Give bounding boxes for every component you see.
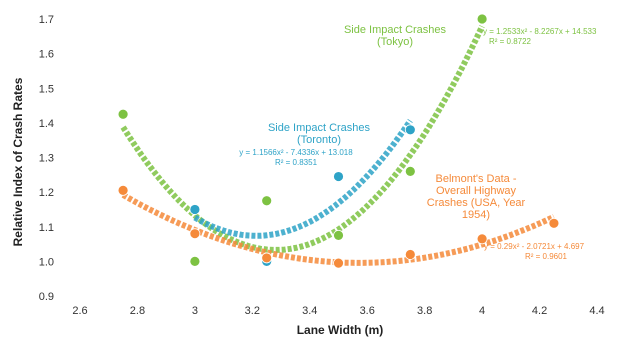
toronto-trend-line bbox=[193, 118, 413, 239]
x-tick-label: 3.2 bbox=[245, 305, 260, 317]
tokyo-data-point bbox=[117, 108, 129, 120]
belmont-series-label: 1954) bbox=[462, 209, 490, 221]
toronto-trend-equation: y = 1.1566x² - 7.4336x + 13.018 bbox=[239, 148, 353, 157]
belmont-series-label: Crashes (USA, Year bbox=[427, 197, 526, 209]
x-tick-label: 2.8 bbox=[130, 305, 145, 317]
belmont-series-label: Overall Highway bbox=[436, 185, 517, 197]
belmont-data-point bbox=[404, 249, 416, 260]
toronto-r-squared: R² = 0.8351 bbox=[275, 158, 318, 167]
y-tick-label: 1.7 bbox=[39, 14, 54, 26]
y-axis-title: Relative Index of Crash Rates bbox=[11, 77, 25, 246]
toronto-data-point bbox=[404, 124, 416, 136]
x-tick-label: 2.6 bbox=[72, 305, 87, 317]
tokyo-trend-line bbox=[120, 25, 485, 253]
y-tick-label: 0.9 bbox=[39, 291, 54, 303]
tokyo-data-point bbox=[404, 165, 416, 177]
x-tick-label: 4.4 bbox=[589, 305, 604, 317]
y-tick-label: 1.4 bbox=[39, 118, 54, 130]
y-tick-label: 1.1 bbox=[39, 222, 54, 234]
x-axis-ticks: 2.6 2.8 3 3.2 3.4 3.6 3.8 4 4.2 4.4 bbox=[72, 305, 604, 317]
x-tick-label: 4 bbox=[479, 305, 485, 317]
tokyo-r-squared: R² = 0.8722 bbox=[489, 37, 532, 46]
y-tick-label: 1.3 bbox=[39, 153, 54, 165]
belmont-trend-equation: y = 0.29x² - 2.0721x + 4.697 bbox=[484, 242, 585, 251]
belmont-data-point bbox=[261, 252, 273, 264]
tokyo-data-point bbox=[261, 195, 273, 207]
belmont-data-point bbox=[189, 228, 201, 240]
y-tick-label: 1.0 bbox=[39, 256, 54, 268]
y-tick-label: 1.5 bbox=[39, 83, 54, 95]
x-axis-title: Lane Width (m) bbox=[297, 323, 384, 337]
series-annotations: Side Impact Crashes(Tokyo)y = 1.2533x² -… bbox=[239, 24, 597, 261]
x-tick-label: 3.6 bbox=[360, 305, 375, 317]
belmont-data-point bbox=[117, 184, 129, 196]
belmont-r-squared: R² = 0.9601 bbox=[525, 252, 568, 261]
y-axis-ticks: 0.9 1.0 1.1 1.2 1.3 1.4 1.5 1.6 1.7 bbox=[39, 14, 54, 303]
toronto-series-label: Side Impact Crashes bbox=[268, 122, 371, 134]
belmont-data-point bbox=[476, 233, 488, 245]
y-tick-label: 1.2 bbox=[39, 187, 54, 199]
belmont-series-label: Belmont's Data - bbox=[436, 173, 517, 185]
toronto-data-point bbox=[189, 204, 201, 215]
tokyo-series-label: (Tokyo) bbox=[377, 36, 413, 48]
belmont-data-point bbox=[333, 257, 344, 269]
x-tick-label: 3.4 bbox=[302, 305, 317, 317]
tokyo-trend-equation: y = 1.2533x² - 8.2267x + 14.533 bbox=[483, 27, 597, 36]
tokyo-series-label: Side Impact Crashes bbox=[344, 24, 447, 36]
tokyo-data-point bbox=[333, 230, 344, 241]
x-tick-label: 3.8 bbox=[417, 305, 432, 317]
x-tick-label: 4.2 bbox=[532, 305, 547, 317]
tokyo-data-point bbox=[476, 13, 488, 25]
x-tick-label: 3 bbox=[192, 305, 198, 317]
toronto-data-point bbox=[333, 171, 344, 182]
tokyo-data-point bbox=[189, 255, 201, 267]
toronto-series-label: (Toronto) bbox=[297, 134, 341, 146]
data-points bbox=[117, 13, 560, 269]
y-tick-label: 1.6 bbox=[39, 49, 54, 61]
belmont-data-point bbox=[548, 217, 560, 229]
